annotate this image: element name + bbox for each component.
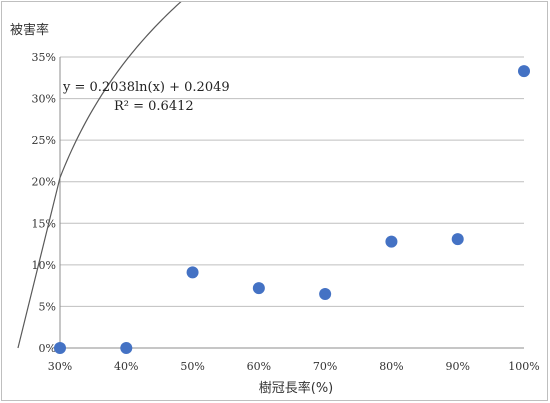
x-tick-label: 30% (48, 360, 72, 373)
y-tick-label: 0% (39, 342, 56, 355)
y-tick-labels: 0% 5% 10% 15% 20% 25% 30% 35% (32, 51, 56, 355)
x-tick-label: 50% (180, 360, 204, 373)
x-tick-label: 80% (379, 360, 403, 373)
y-tick-label: 15% (32, 217, 56, 230)
x-tick-label: 90% (445, 360, 469, 373)
data-point (54, 342, 66, 354)
y-tick-label: 25% (32, 134, 56, 147)
y-tick-label: 10% (32, 259, 56, 272)
trendline-curve (17, 2, 182, 349)
y-tick-label: 5% (39, 300, 56, 313)
data-point (451, 233, 464, 246)
y-tick-label: 35% (32, 51, 56, 64)
trendline-r2: R² = 0.6412 (114, 99, 194, 114)
trendline-equation: y = 0.2038ln(x) + 0.2049 (62, 80, 230, 95)
x-axis-title: 樹冠長率(%) (259, 380, 334, 396)
y-axis-title: 被害率 (10, 22, 49, 38)
gridlines (60, 56, 524, 307)
trendline (17, 2, 182, 349)
axes (59, 57, 524, 349)
data-point (518, 65, 530, 78)
x-tick-label: 60% (247, 360, 271, 373)
x-tick-label: 70% (313, 360, 337, 373)
data-point (120, 342, 133, 354)
data-point (252, 282, 265, 295)
data-points (54, 65, 530, 354)
data-point (186, 266, 199, 279)
x-tick-labels: 30% 40% 50% 60% 70% 80% 90% 100% (48, 360, 540, 373)
data-point (319, 287, 332, 300)
x-tick-label: 40% (114, 360, 138, 373)
data-point (385, 235, 398, 248)
y-tick-label: 30% (32, 93, 56, 106)
x-tick-label: 100% (508, 360, 539, 373)
y-tick-label: 20% (32, 176, 56, 189)
